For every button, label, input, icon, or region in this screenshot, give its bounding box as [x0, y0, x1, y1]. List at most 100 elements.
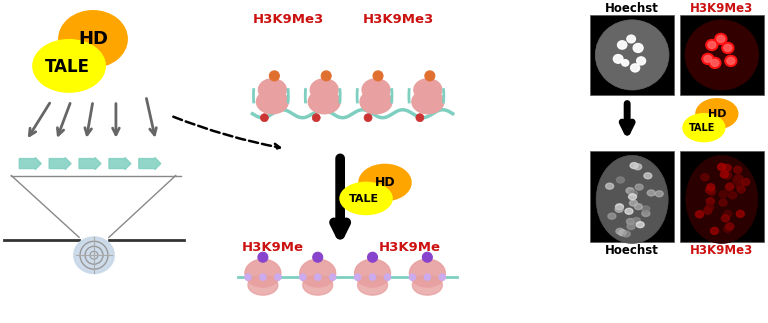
Ellipse shape [59, 11, 127, 67]
Ellipse shape [358, 275, 388, 295]
Text: HD: HD [78, 30, 108, 48]
Ellipse shape [725, 56, 737, 67]
Ellipse shape [727, 57, 735, 64]
Ellipse shape [313, 252, 323, 262]
Ellipse shape [720, 171, 728, 178]
Ellipse shape [368, 252, 378, 262]
Ellipse shape [627, 224, 635, 229]
Text: H3K9Me3: H3K9Me3 [690, 2, 753, 15]
Ellipse shape [683, 114, 725, 141]
Ellipse shape [321, 71, 331, 81]
Ellipse shape [696, 211, 703, 218]
Ellipse shape [257, 90, 288, 114]
Ellipse shape [626, 188, 634, 193]
Ellipse shape [359, 164, 411, 201]
Ellipse shape [412, 90, 444, 114]
Ellipse shape [625, 208, 633, 214]
Ellipse shape [632, 218, 641, 224]
Ellipse shape [422, 252, 432, 262]
Ellipse shape [362, 79, 390, 101]
Ellipse shape [369, 274, 376, 281]
Ellipse shape [707, 198, 714, 205]
Ellipse shape [314, 274, 321, 281]
Ellipse shape [702, 53, 714, 64]
Ellipse shape [308, 90, 340, 114]
FancyArrow shape [49, 158, 71, 170]
Ellipse shape [606, 183, 614, 189]
Ellipse shape [258, 252, 268, 262]
Ellipse shape [709, 57, 721, 68]
Ellipse shape [696, 99, 738, 129]
Ellipse shape [414, 79, 442, 101]
Ellipse shape [364, 114, 372, 122]
Ellipse shape [615, 206, 623, 212]
Text: Hoechst: Hoechst [605, 2, 659, 15]
Ellipse shape [686, 155, 758, 244]
Ellipse shape [706, 204, 713, 211]
Text: HD: HD [707, 109, 726, 119]
Ellipse shape [634, 203, 642, 210]
Ellipse shape [416, 114, 424, 122]
Ellipse shape [595, 20, 669, 90]
Text: TALE: TALE [689, 123, 715, 133]
Text: Hoechst: Hoechst [605, 244, 659, 257]
Ellipse shape [644, 173, 652, 179]
Ellipse shape [303, 275, 333, 295]
Ellipse shape [621, 59, 629, 66]
Text: HD: HD [375, 176, 396, 189]
Ellipse shape [719, 191, 727, 198]
Ellipse shape [617, 177, 624, 183]
Ellipse shape [274, 274, 281, 281]
Ellipse shape [33, 40, 105, 92]
Ellipse shape [329, 274, 336, 281]
Ellipse shape [717, 36, 725, 42]
Ellipse shape [706, 187, 713, 193]
Ellipse shape [613, 54, 624, 64]
Ellipse shape [726, 183, 733, 190]
Ellipse shape [707, 188, 716, 195]
Ellipse shape [642, 211, 650, 216]
Ellipse shape [409, 274, 416, 281]
Ellipse shape [736, 182, 744, 189]
Ellipse shape [340, 182, 392, 214]
Ellipse shape [647, 190, 655, 196]
Ellipse shape [707, 184, 715, 191]
Ellipse shape [703, 207, 712, 214]
Ellipse shape [719, 199, 727, 206]
Ellipse shape [373, 71, 383, 81]
Ellipse shape [627, 36, 634, 42]
Text: H3K9Me3: H3K9Me3 [362, 13, 434, 26]
Ellipse shape [245, 259, 281, 287]
Ellipse shape [733, 175, 742, 182]
Ellipse shape [733, 166, 742, 173]
Ellipse shape [618, 41, 626, 49]
Ellipse shape [717, 163, 726, 171]
Ellipse shape [733, 177, 741, 184]
Ellipse shape [721, 215, 730, 222]
Ellipse shape [424, 274, 431, 281]
Ellipse shape [631, 64, 640, 72]
Ellipse shape [616, 228, 624, 234]
Text: H3K9Me: H3K9Me [379, 241, 441, 254]
Ellipse shape [259, 79, 286, 101]
Ellipse shape [723, 164, 731, 171]
Ellipse shape [439, 274, 445, 281]
Ellipse shape [715, 34, 727, 45]
Text: H3K9Me3: H3K9Me3 [690, 244, 753, 257]
Ellipse shape [622, 231, 631, 237]
Ellipse shape [596, 155, 668, 244]
Ellipse shape [704, 56, 712, 62]
Ellipse shape [723, 225, 732, 232]
Ellipse shape [725, 184, 733, 191]
Ellipse shape [412, 275, 442, 295]
Text: H3K9Me3: H3K9Me3 [253, 13, 324, 26]
Ellipse shape [706, 39, 718, 50]
FancyArrow shape [79, 158, 101, 170]
Ellipse shape [260, 114, 268, 122]
Ellipse shape [708, 41, 716, 48]
Ellipse shape [300, 274, 306, 281]
Ellipse shape [313, 114, 320, 122]
Ellipse shape [729, 192, 737, 199]
FancyArrow shape [19, 158, 41, 170]
Text: TALE: TALE [45, 58, 90, 76]
